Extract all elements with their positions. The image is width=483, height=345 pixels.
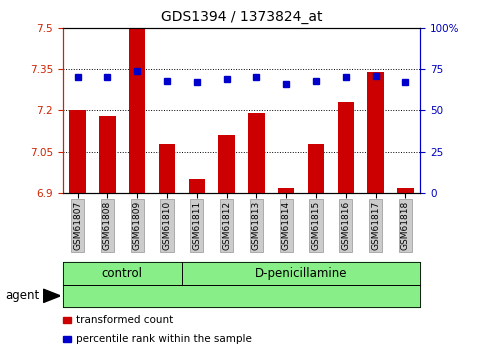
Bar	[189, 179, 205, 193]
Text: control: control	[102, 267, 143, 280]
Bar	[397, 188, 413, 193]
Title: GDS1394 / 1373824_at: GDS1394 / 1373824_at	[161, 10, 322, 24]
Text: percentile rank within the sample: percentile rank within the sample	[76, 334, 252, 344]
Bar	[70, 110, 86, 193]
Bar	[248, 113, 265, 193]
Bar	[159, 144, 175, 193]
Text: D-penicillamine: D-penicillamine	[255, 267, 347, 280]
Bar	[278, 188, 294, 193]
Bar	[218, 135, 235, 193]
Text: agent: agent	[5, 289, 39, 302]
Polygon shape	[43, 289, 60, 303]
Bar	[308, 144, 324, 193]
Bar	[338, 102, 354, 193]
Bar	[368, 72, 384, 193]
Bar	[129, 28, 145, 193]
Bar	[99, 116, 115, 193]
Text: transformed count: transformed count	[76, 315, 173, 325]
